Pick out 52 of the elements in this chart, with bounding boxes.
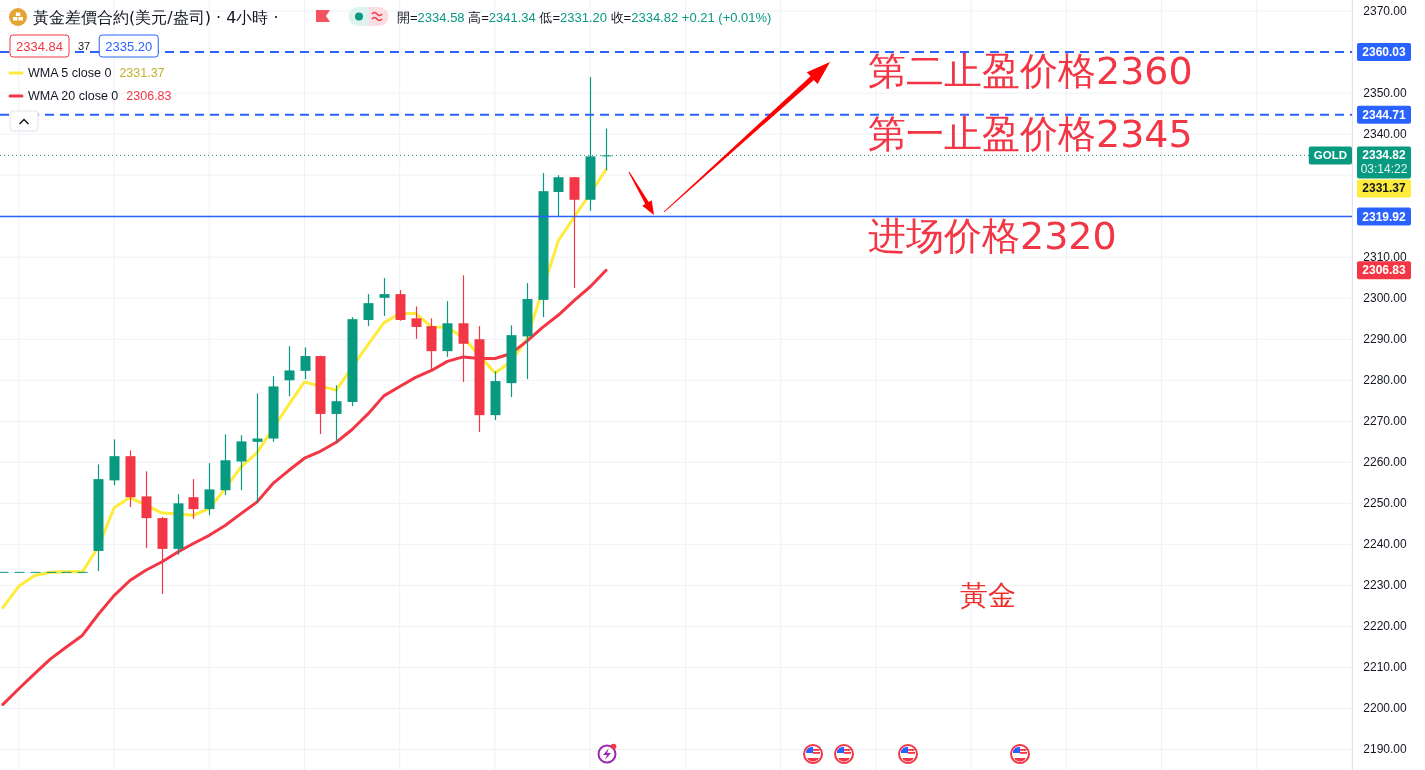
annotation: 第一止盈价格2345 [868, 111, 1193, 156]
y-tick-label: 2190.00 [1363, 742, 1408, 757]
annotation: 2331.37 [119, 66, 165, 80]
text: 黃金差價合約(美元/盎司) · 4小時 · [33, 7, 279, 27]
annotation: GOLD [1313, 149, 1347, 162]
y-tick-label: 2230.00 [1363, 578, 1408, 593]
y-tick-label: 2270.00 [1363, 414, 1408, 429]
candlestick [236, 434, 247, 491]
legend-label: WMA 20 close 0 [28, 89, 119, 103]
ref-line-label: 2334.82 [1362, 148, 1407, 163]
y-tick-label: 2240.00 [1363, 537, 1408, 552]
text: 03:14:22 [1360, 162, 1408, 177]
text: 2306.83 [1362, 263, 1407, 278]
annotation: 进场价格2320 [868, 213, 1117, 258]
candlestick [300, 346, 311, 380]
y-tick-label: 2210.00 [1363, 660, 1408, 675]
y-tick-label: 2220.00 [1363, 619, 1408, 634]
y-tick-label: 2300.00 [1363, 291, 1408, 306]
ref-line-label: 2344.71 [1362, 107, 1407, 122]
candlestick [284, 345, 295, 397]
y-tick-label: 2200.00 [1363, 701, 1408, 716]
candlestick [458, 274, 469, 383]
candlestick [379, 277, 390, 317]
candlestick [204, 462, 215, 516]
candlestick [411, 305, 422, 340]
candlestick [331, 384, 342, 443]
y-tick-label: 2340.00 [1363, 127, 1408, 142]
y-tick-label: 2280.00 [1363, 373, 1408, 388]
candlestick [252, 392, 263, 504]
annotation: 黃金 [960, 578, 1016, 612]
y-tick-label: 2370.00 [1363, 4, 1408, 19]
text: 2331.37 [1362, 181, 1407, 196]
text: 開=2334.58 高=2341.34 低=2331.20 收=2334.82 +0.21 (+0.01%) [397, 9, 772, 25]
candlestick [553, 174, 564, 217]
y-tick-label: 2250.00 [1363, 496, 1408, 511]
annotation: 2306.83 [126, 89, 172, 103]
candlestick [188, 478, 199, 520]
annotation: 第二止盈价格2360 [868, 48, 1193, 93]
ref-line-label: 2319.92 [1362, 209, 1407, 224]
candlestick [141, 470, 152, 549]
legend-label: WMA 5 close 0 [28, 66, 112, 80]
y-tick-label: 2350.00 [1363, 86, 1408, 101]
line-series [1, 268, 608, 706]
annotation: 37 [78, 40, 91, 52]
y-tick-label: 2260.00 [1363, 455, 1408, 470]
ref-line-label: 2360.03 [1362, 44, 1407, 59]
annotation: 2334.84 [16, 38, 63, 54]
candlestick [569, 176, 580, 289]
y-tick-label: 2290.00 [1363, 332, 1408, 347]
annotation: 2335.20 [105, 38, 153, 54]
candlestick [363, 293, 374, 327]
y-tick-label: 2310.00 [1363, 250, 1408, 265]
